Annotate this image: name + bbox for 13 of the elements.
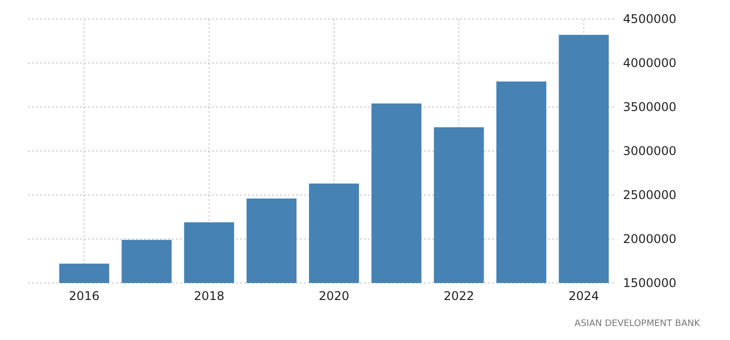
y-tick-label: 2000000	[623, 232, 676, 246]
x-tick-label: 2022	[444, 289, 474, 303]
x-tick-label: 2020	[318, 289, 350, 303]
y-tick-label: 3000000	[623, 144, 676, 158]
y-tick-label: 1500000	[623, 276, 676, 290]
x-tick-label: 2016	[68, 289, 100, 303]
y-tick-label: 3500000	[623, 100, 676, 114]
y-tick-label: 2500000	[623, 188, 676, 202]
text: ASIAN DEVELOPMENT BANK	[574, 319, 702, 329]
y-tick-label: 4500000	[623, 12, 676, 26]
x-tick-label: 2018	[194, 289, 224, 303]
x-tick-label: 2024	[568, 289, 600, 303]
y-tick-label: 4000000	[623, 56, 676, 70]
